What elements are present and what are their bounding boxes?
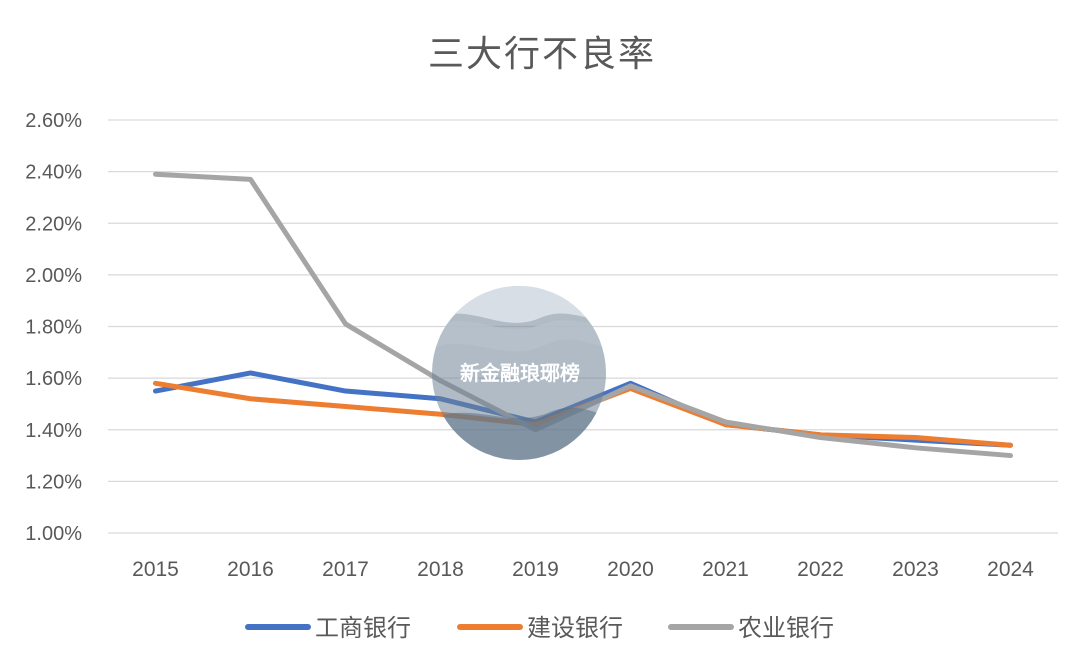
x-tick-label: 2024 (987, 558, 1034, 581)
x-tick-label: 2023 (892, 558, 939, 581)
legend: 工商银行 建设银行 农业银行 (245, 614, 834, 642)
y-tick-label: 2.60% (25, 110, 82, 132)
x-tick-label: 2022 (797, 558, 844, 581)
legend-label: 工商银行 (315, 614, 411, 642)
y-tick-label: 1.20% (25, 471, 82, 493)
x-tick-label: 2019 (512, 558, 559, 581)
y-axis-ticks: 1.00% 1.20% 1.40% 1.60% 1.80% 2.00% 2.20% 2.40%… (25, 110, 82, 545)
y-tick-label: 2.40% (25, 162, 82, 184)
y-tick-label: 1.40% (25, 420, 82, 442)
y-tick-label: 2.00% (25, 265, 82, 287)
y-tick-label: 1.60% (25, 368, 82, 390)
watermark-text: 新金融琅琊榜 (460, 361, 580, 385)
watermark-logo-icon (432, 286, 606, 460)
x-tick-label: 2015 (132, 558, 179, 581)
x-axis-ticks: 2015 2016 2017 2018 2019 2020 2021 2022 2023 2024 (132, 558, 1034, 581)
x-tick-label: 2017 (322, 558, 369, 581)
y-tick-label: 2.20% (25, 213, 82, 235)
y-tick-label: 1.80% (25, 317, 82, 339)
watermark: 新金融琅琊榜 (432, 286, 606, 460)
legend-label: 建设银行 (527, 614, 623, 642)
x-tick-label: 2018 (417, 558, 464, 581)
y-tick-label: 1.00% (25, 523, 82, 545)
x-tick-label: 2021 (702, 558, 749, 581)
chart-title: 三大行不良率 (428, 34, 656, 75)
legend-label: 农业银行 (738, 614, 834, 642)
x-tick-label: 2016 (227, 558, 274, 581)
x-tick-label: 2020 (607, 558, 654, 581)
